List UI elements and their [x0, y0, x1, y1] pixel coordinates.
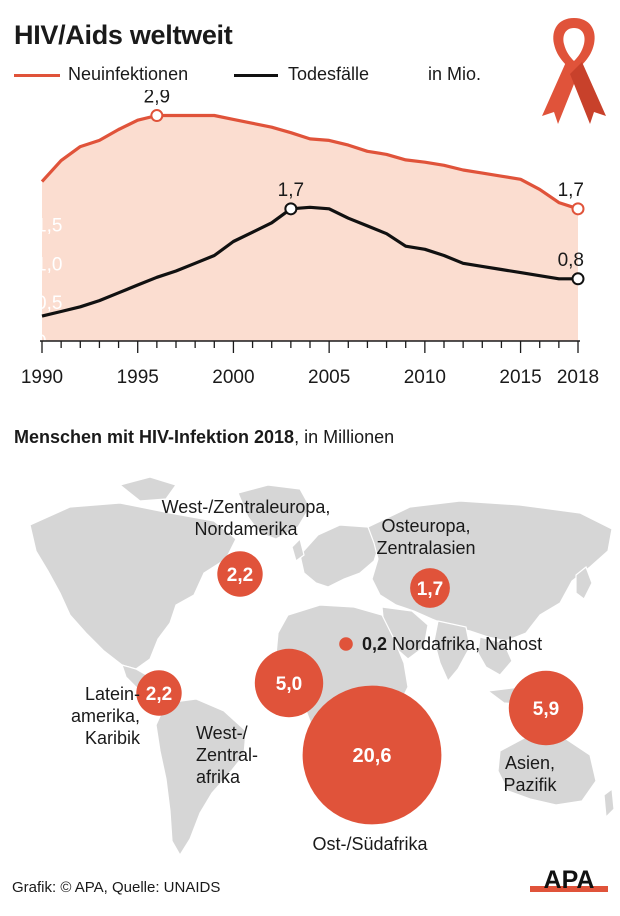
x-tick-label: 2015 — [499, 367, 541, 388]
region-label-line: Latein- — [84, 684, 140, 704]
region-label-line: Nordamerika — [194, 519, 298, 539]
legend-label-deaths: Todesfälle — [288, 64, 370, 84]
data-label: 1,7 — [558, 180, 584, 201]
bubble-asia-pacific — [508, 670, 584, 746]
region-label-line: Nordafrika, Nahost — [392, 634, 543, 654]
apa-logo: APA — [530, 866, 608, 894]
region-label-line: Karibik — [84, 728, 140, 748]
map-new-zealand — [603, 787, 615, 819]
map-japan — [575, 566, 593, 600]
map-title-bold: Menschen mit HIV-Infektion 2018 — [14, 427, 295, 447]
new-infections-area — [42, 115, 578, 341]
map-title: Menschen mit HIV-Infektion 2018, in Mill… — [14, 427, 394, 448]
map-europe — [299, 524, 381, 588]
legend-unit: in Mio. — [428, 64, 482, 84]
map-uk — [291, 537, 305, 563]
region-label-line: amerika, — [70, 706, 140, 726]
legend-swatch-new-infections — [14, 74, 60, 77]
x-tick-label: 1990 — [21, 367, 63, 388]
region-label-west-central-europe: West-/Zentraleuropa, Nordamerika — [128, 496, 364, 540]
x-tick-label: 1995 — [117, 367, 159, 388]
series-line-deaths — [41, 205, 578, 318]
map-india — [433, 620, 471, 683]
bubble-value-asia-pacific: 5,9 — [533, 699, 559, 720]
y-tick-label: 1,0 — [36, 254, 62, 275]
region-label-line: afrika — [196, 767, 241, 787]
data-point-marker — [571, 272, 585, 286]
region-label-latin-america: Latein- amerika, Karibik — [44, 683, 140, 749]
region-label-line: West-/ — [196, 723, 248, 743]
region-label-line: Ost-/Südafrika — [312, 834, 428, 854]
page-title: HIV/Aids weltweit — [14, 20, 233, 50]
region-label-line: Osteuropa, — [381, 516, 471, 536]
data-point-marker — [571, 202, 585, 216]
region-label-north-africa: 0,2 Nordafrika, Nahost — [362, 633, 542, 655]
map-greenland — [237, 484, 311, 540]
legend-swatch-deaths — [234, 74, 278, 77]
region-label-west-africa: West-/ Zentral- afrika — [196, 722, 296, 788]
bubble-value-latin-america: 2,2 — [146, 684, 172, 705]
bubble-value-east-south-africa: 20,6 — [353, 745, 392, 767]
region-label-line: West-/Zentraleuropa, — [161, 497, 331, 517]
legend-label-new-infections: Neuinfektionen — [68, 64, 189, 84]
bubble-value-west-central-europe: 2,2 — [227, 565, 253, 586]
y-tick-label: 0 — [36, 332, 47, 353]
data-label: 1,7 — [278, 180, 304, 201]
y-tick-label: 0,5 — [36, 293, 62, 314]
bubble-west-central-europe — [217, 551, 263, 597]
region-label-line: Asien, — [504, 753, 556, 773]
region-value-north-africa: 0,2 — [362, 634, 388, 654]
bubble-west-africa — [254, 648, 324, 718]
y-tick-label: 1,5 — [36, 215, 62, 236]
bubble-value-eastern-europe: 1,7 — [417, 579, 443, 600]
region-label-asia-pacific: Asien, Pazifik — [480, 752, 580, 796]
x-tick-label: 2018 — [557, 367, 599, 388]
series-line-new-infections — [40, 113, 579, 211]
data-point-marker — [284, 202, 298, 216]
region-label-eastern-europe: Osteuropa, Zentralasien — [346, 515, 506, 559]
bubble-east-south-africa — [302, 685, 442, 825]
world-map: 2,2 1,7 2,2 5,0 20,6 5,9 — [29, 476, 615, 857]
bubble-latin-america — [136, 670, 182, 716]
map-arctic-islands — [118, 476, 177, 502]
region-label-line: Pazifik — [503, 775, 557, 795]
source-credit: Grafik: © APA, Quelle: UNAIDS — [12, 879, 221, 896]
x-tick-label: 2000 — [212, 367, 254, 388]
data-label: 0,8 — [558, 250, 584, 271]
data-point-marker — [150, 109, 164, 123]
bubble-north-africa — [339, 637, 353, 651]
region-label-line: Zentral- — [196, 745, 259, 765]
x-tick-label: 2005 — [308, 367, 350, 388]
x-tick-label: 2010 — [404, 367, 446, 388]
apa-logo-text: APA — [544, 866, 595, 894]
map-title-unit: , in Millionen — [294, 427, 395, 447]
red-ribbon-icon — [542, 18, 606, 124]
map-south-america — [155, 698, 247, 857]
bubble-value-west-africa: 5,0 — [276, 674, 302, 695]
map-north-america — [29, 502, 237, 670]
map-se-asia — [477, 636, 513, 676]
data-label: 2,9 — [144, 90, 170, 108]
region-label-line: Zentralasien — [376, 538, 476, 558]
hiv-line-chart: 00,51,01,5 1990 1995 2000 2005 2010 2015 2018 … — [21, 90, 599, 388]
region-label-east-south-africa: Ost-/Südafrika — [290, 833, 450, 855]
bubble-eastern-europe — [410, 568, 450, 608]
